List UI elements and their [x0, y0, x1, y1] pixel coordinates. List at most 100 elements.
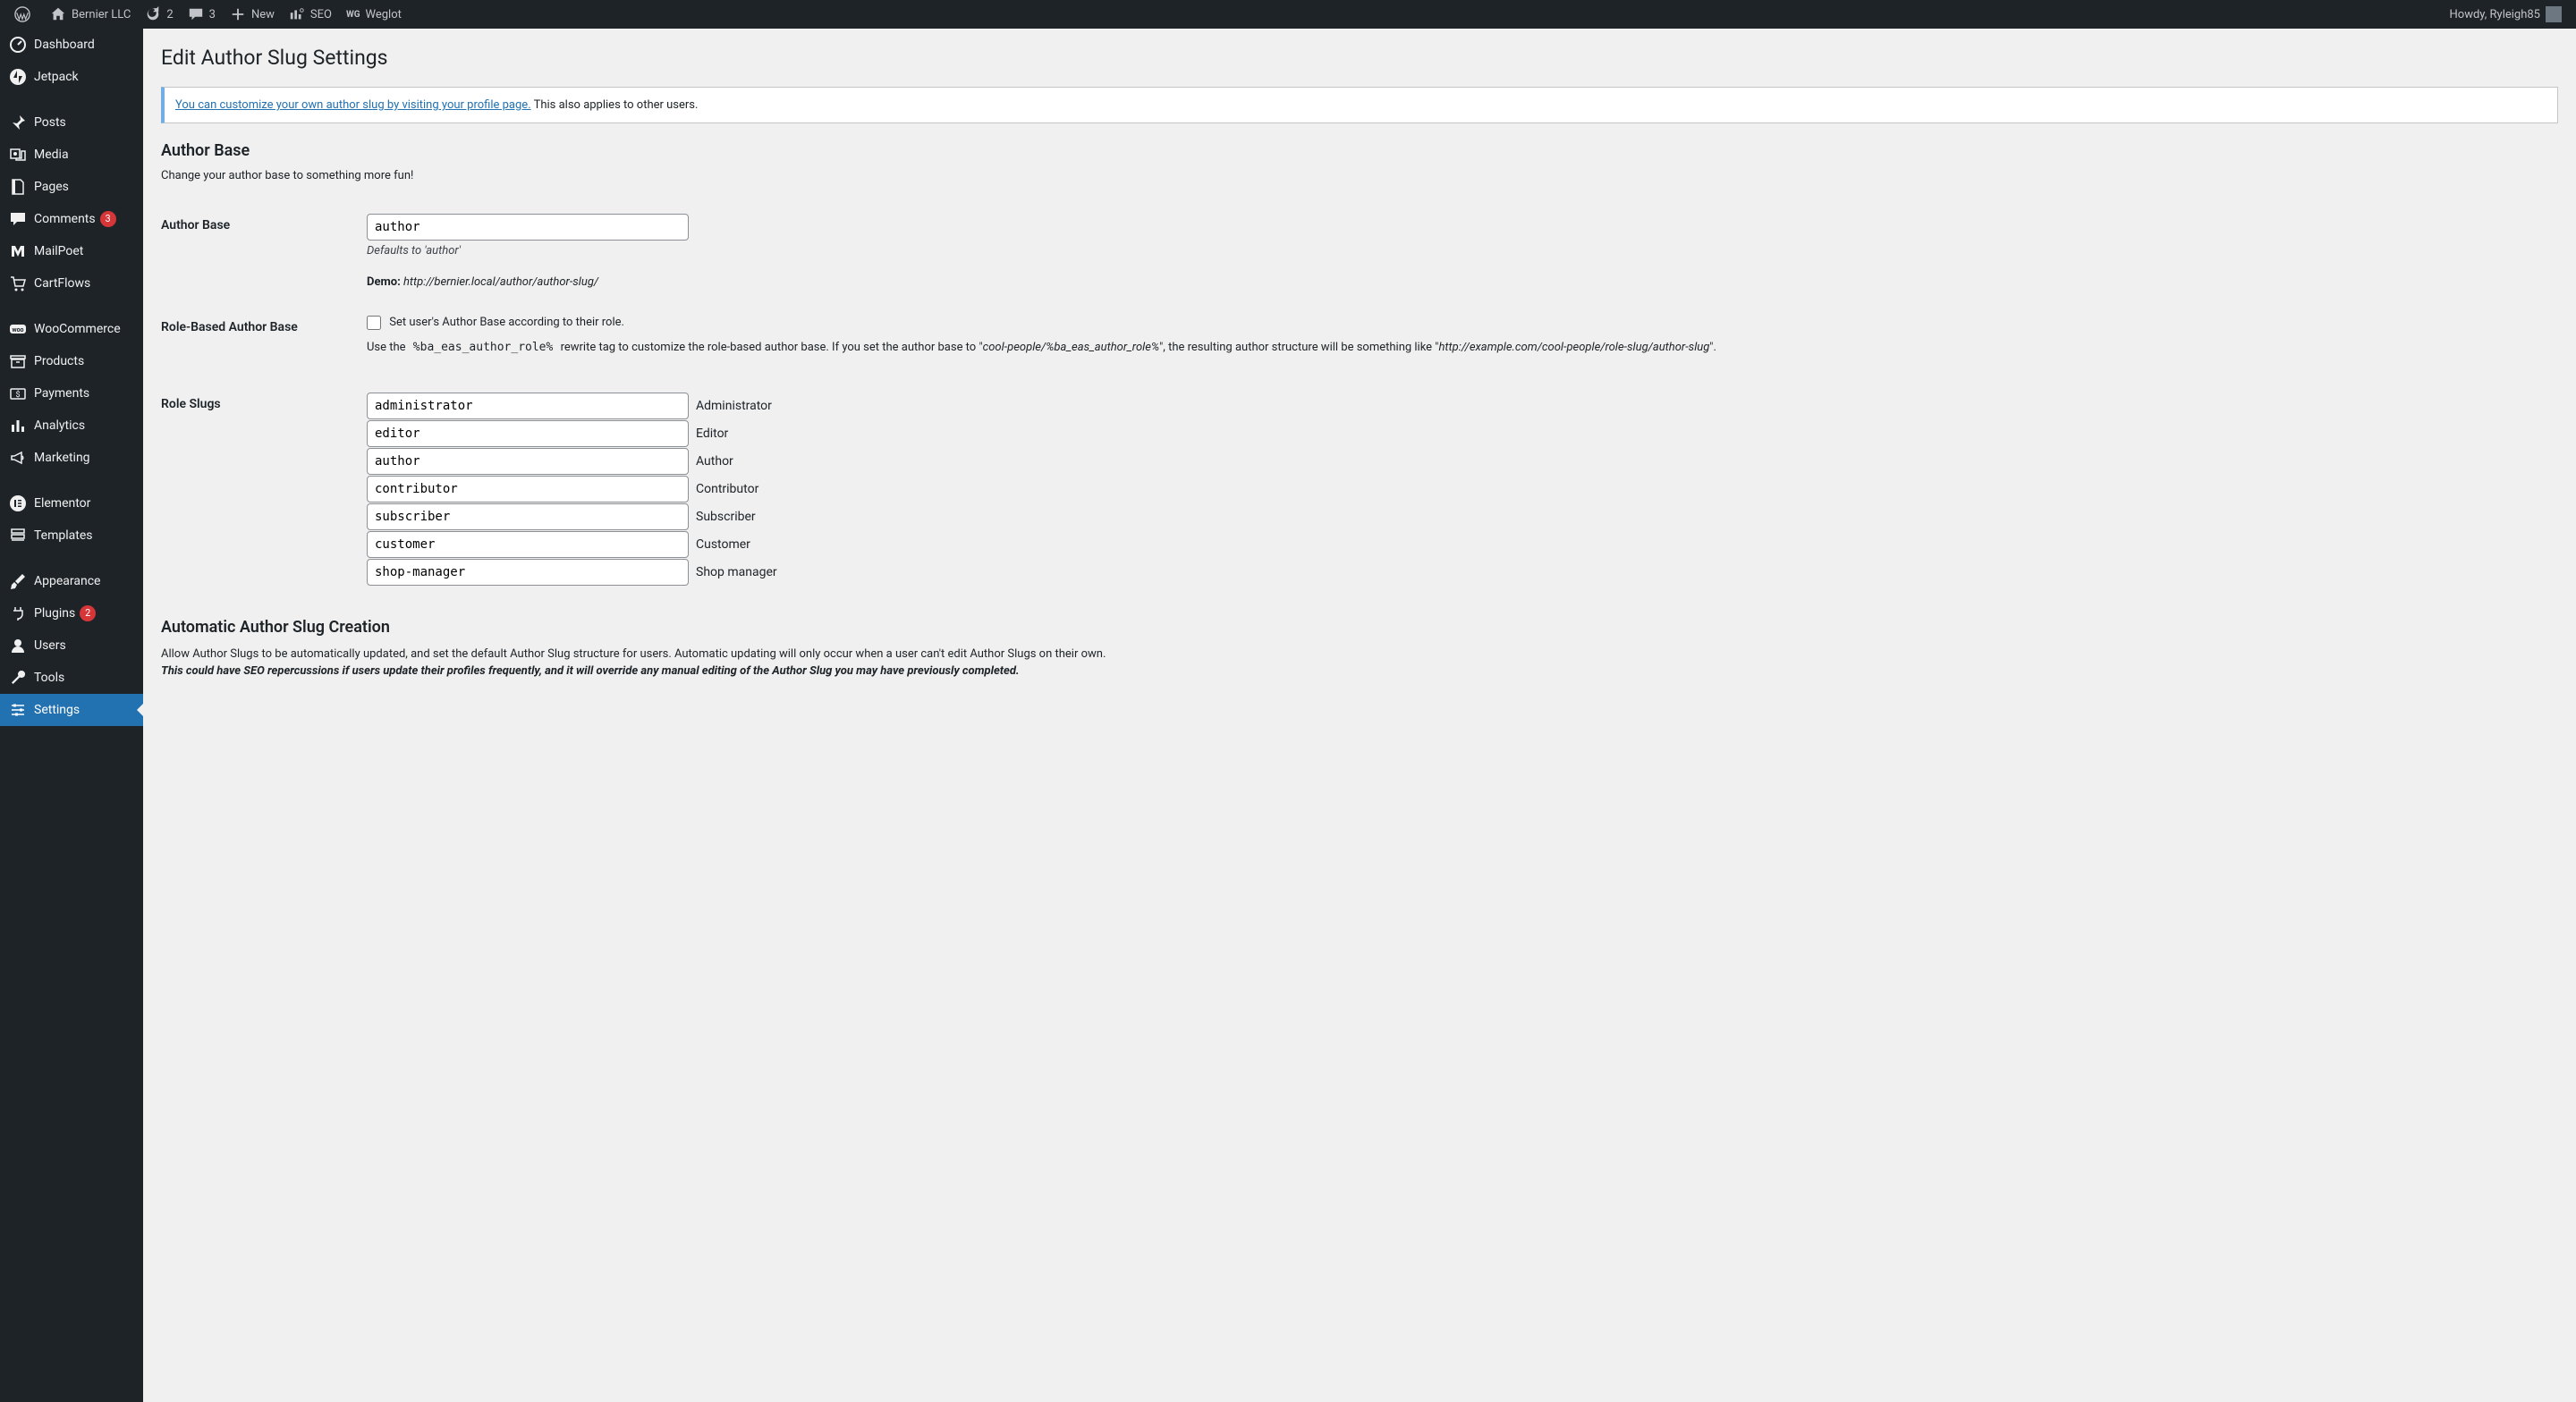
comments-bubble[interactable]: 3 [181, 0, 223, 29]
content-area: Edit Author Slug Settings You can custom… [143, 0, 2576, 707]
jetpack-icon [9, 68, 27, 86]
comment-icon [188, 6, 204, 22]
sidebar-item-analytics[interactable]: Analytics [0, 410, 143, 442]
sidebar-item-tools[interactable]: Tools [0, 662, 143, 694]
role-slug-label: Administrator [696, 399, 772, 413]
author-base-desc: Change your author base to something mor… [161, 169, 2558, 182]
menu-separator [0, 97, 143, 102]
sidebar-label: Plugins [34, 605, 75, 621]
archive-icon [9, 352, 27, 370]
updates[interactable]: 2 [138, 0, 180, 29]
sidebar-item-jetpack[interactable]: Jetpack [0, 61, 143, 93]
sidebar-item-elementor[interactable]: Elementor [0, 487, 143, 519]
sidebar-label: Marketing [34, 450, 90, 466]
sidebar-item-marketing[interactable]: Marketing [0, 442, 143, 474]
home-icon [50, 6, 66, 22]
sidebar-item-products[interactable]: Products [0, 345, 143, 377]
sidebar-item-dashboard[interactable]: Dashboard [0, 29, 143, 61]
sidebar-item-cartflows[interactable]: CartFlows [0, 267, 143, 300]
sidebar-label: Templates [34, 528, 93, 544]
auto-slug-desc: Allow Author Slugs to be automatically u… [161, 646, 2558, 680]
role-slug-label: Contributor [696, 482, 758, 496]
role-slug-row: Editor [367, 420, 2549, 447]
templates-icon [9, 527, 27, 545]
elementor-icon [9, 494, 27, 512]
info-notice: You can customize your own author slug b… [161, 87, 2558, 123]
sidebar-label: Comments [34, 211, 96, 227]
page-icon [9, 178, 27, 196]
sidebar-label: Posts [34, 114, 66, 131]
demo-value: http://bernier.local/author/author-slug/ [403, 275, 598, 289]
role-based-checkbox-label[interactable]: Set user's Author Base according to thei… [367, 316, 624, 329]
sidebar-label: Settings [34, 702, 80, 718]
seo-menu[interactable]: SEO [282, 0, 339, 29]
comment-icon [9, 210, 27, 228]
wp-logo[interactable] [7, 0, 43, 29]
page-title: Edit Author Slug Settings [161, 38, 2558, 73]
weglot-menu[interactable]: WGWeglot [339, 0, 409, 29]
sidebar-item-posts[interactable]: Posts [0, 106, 143, 139]
notice-rest: This also applies to other users. [531, 98, 699, 112]
author-base-input[interactable] [367, 214, 689, 241]
sidebar-item-media[interactable]: Media [0, 139, 143, 171]
sidebar-item-mailpoet[interactable]: MailPoet [0, 235, 143, 267]
role-slug-input-author[interactable] [367, 448, 689, 475]
woo-icon [9, 320, 27, 338]
weglot-icon: WG [346, 10, 360, 20]
role-based-label: Role-Based Author Base [161, 302, 358, 379]
role-slug-label: Subscriber [696, 510, 756, 524]
brush-icon [9, 572, 27, 590]
rewrite-tag-code: %ba_eas_author_role% [409, 339, 558, 356]
role-slug-input-contributor[interactable] [367, 476, 689, 503]
megaphone-icon [9, 449, 27, 467]
sidebar-label: Payments [34, 385, 89, 401]
site-name[interactable]: Bernier LLC [43, 0, 138, 29]
sidebar-item-comments[interactable]: Comments3 [0, 203, 143, 235]
menu-separator [0, 556, 143, 561]
sidebar-item-plugins[interactable]: Plugins 2 [0, 597, 143, 629]
role-slug-input-customer[interactable] [367, 531, 689, 558]
sidebar-label: MailPoet [34, 243, 83, 259]
pin-icon [9, 114, 27, 131]
sidebar-label: Media [34, 147, 69, 163]
sidebar-item-settings[interactable]: Settings [0, 694, 143, 726]
plug-icon [9, 604, 27, 622]
role-slug-row: Author [367, 448, 2549, 475]
sidebar-label: Analytics [34, 418, 85, 434]
role-slugs-label: Role Slugs [161, 379, 358, 600]
role-slug-label: Customer [696, 537, 750, 552]
role-slug-label: Shop manager [696, 565, 777, 579]
role-slug-row: Customer [367, 531, 2549, 558]
menu-badge: 2 [80, 605, 96, 621]
role-slug-row: Administrator [367, 393, 2549, 419]
profile-link[interactable]: You can customize your own author slug b… [175, 98, 531, 112]
new-content[interactable]: New [223, 0, 282, 29]
role-slug-input-subscriber[interactable] [367, 503, 689, 530]
sidebar-item-woocommerce[interactable]: WooCommerce [0, 313, 143, 345]
admin-sidebar: Dashboard Jetpack Posts Media Pages Comments3… [0, 29, 143, 1402]
role-slug-input-shop-manager[interactable] [367, 559, 689, 586]
plus-icon [230, 6, 246, 22]
payments-icon [9, 384, 27, 402]
sidebar-item-pages[interactable]: Pages [0, 171, 143, 203]
role-slug-input-editor[interactable] [367, 420, 689, 447]
role-slug-input-administrator[interactable] [367, 393, 689, 419]
sidebar-label: WooCommerce [34, 321, 121, 337]
sidebar-label: Dashboard [34, 37, 95, 53]
sidebar-label: Users [34, 638, 66, 654]
author-base-default: Defaults to 'author' [367, 244, 2549, 258]
settings-form: Author Base Defaults to 'author' Demo: h… [161, 200, 2558, 600]
sidebar-item-appearance[interactable]: Appearance [0, 565, 143, 597]
wordpress-icon [14, 6, 30, 22]
sidebar-item-templates[interactable]: Templates [0, 519, 143, 552]
avatar-icon [2546, 6, 2562, 22]
menu-separator [0, 304, 143, 308]
my-account[interactable]: Howdy, Ryleigh85 [2443, 0, 2570, 29]
role-based-checkbox[interactable] [367, 316, 381, 330]
sidebar-item-payments[interactable]: Payments [0, 377, 143, 410]
sidebar-label: Appearance [34, 573, 100, 589]
sidebar-label: Pages [34, 179, 69, 195]
user-icon [9, 637, 27, 655]
sidebar-item-users[interactable]: Users [0, 629, 143, 662]
wrench-icon [9, 669, 27, 687]
